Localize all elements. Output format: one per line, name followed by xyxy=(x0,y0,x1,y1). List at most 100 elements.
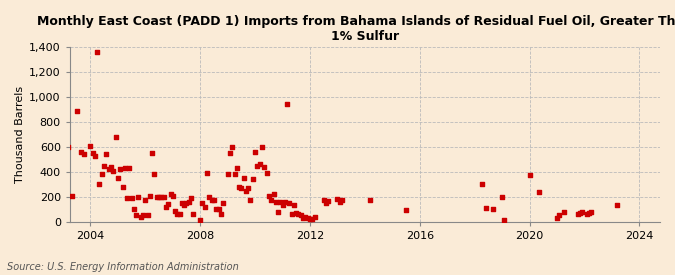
Point xyxy=(302,216,313,220)
Point xyxy=(197,201,208,205)
Point xyxy=(289,203,300,208)
Point xyxy=(319,198,329,202)
Point xyxy=(85,143,96,148)
Point xyxy=(161,205,171,209)
Point xyxy=(151,194,162,199)
Point xyxy=(117,185,128,189)
Point xyxy=(291,211,302,215)
Point xyxy=(225,151,236,155)
Point xyxy=(577,210,588,214)
Point xyxy=(236,186,247,190)
Point xyxy=(76,150,87,154)
Point xyxy=(146,151,157,155)
Point xyxy=(99,163,109,168)
Point xyxy=(215,212,226,216)
Point xyxy=(554,213,565,217)
Point xyxy=(248,177,259,182)
Point xyxy=(90,153,101,158)
Point xyxy=(581,211,592,216)
Point xyxy=(259,165,269,169)
Point xyxy=(101,152,112,156)
Point xyxy=(188,211,198,216)
Point xyxy=(243,186,254,190)
Point xyxy=(273,210,284,214)
Point xyxy=(533,189,544,194)
Point xyxy=(181,201,192,205)
Point xyxy=(476,182,487,186)
Point xyxy=(250,150,261,154)
Point xyxy=(131,213,142,218)
Point xyxy=(256,145,267,149)
Point xyxy=(108,168,119,173)
Point xyxy=(275,200,286,204)
Point xyxy=(202,171,213,175)
Point xyxy=(209,198,219,203)
Point xyxy=(165,192,176,196)
Point xyxy=(172,212,183,216)
Point xyxy=(284,201,295,205)
Point xyxy=(92,50,103,54)
Point xyxy=(167,193,178,198)
Point xyxy=(110,135,121,139)
Point xyxy=(241,188,252,193)
Point xyxy=(72,108,82,113)
Point xyxy=(179,203,190,208)
Point xyxy=(115,167,126,172)
Point xyxy=(135,214,146,219)
Point xyxy=(144,193,155,198)
Point xyxy=(232,166,242,170)
Point xyxy=(266,198,277,203)
Point xyxy=(261,171,272,175)
Point xyxy=(300,214,310,219)
Point xyxy=(572,211,583,216)
Point xyxy=(133,194,144,199)
Point xyxy=(154,194,165,199)
Point xyxy=(213,207,224,211)
Point xyxy=(195,218,206,223)
Point xyxy=(169,209,180,213)
Point xyxy=(307,217,318,221)
Point xyxy=(321,201,331,205)
Point xyxy=(584,211,595,215)
Point xyxy=(277,203,288,208)
Point xyxy=(174,211,185,216)
Point xyxy=(103,167,114,172)
Point xyxy=(97,172,107,177)
Point xyxy=(149,172,160,177)
Point xyxy=(119,166,130,170)
Point xyxy=(334,200,345,204)
Point xyxy=(156,194,167,199)
Point xyxy=(286,212,297,216)
Point xyxy=(234,185,244,189)
Point xyxy=(204,194,215,199)
Point xyxy=(245,198,256,203)
Point xyxy=(200,205,211,209)
Title: Monthly East Coast (PADD 1) Imports from Bahama Islands of Residual Fuel Oil, Gr: Monthly East Coast (PADD 1) Imports from… xyxy=(37,15,675,43)
Point xyxy=(268,192,279,196)
Point xyxy=(87,151,98,155)
Point xyxy=(270,200,281,204)
Point xyxy=(551,216,562,220)
Point xyxy=(163,202,173,207)
Point xyxy=(304,217,315,221)
Point xyxy=(499,218,510,223)
Point xyxy=(229,172,240,177)
Point xyxy=(78,152,89,156)
Point xyxy=(122,196,132,200)
Point xyxy=(309,214,320,219)
Point xyxy=(140,198,151,203)
Point xyxy=(207,198,217,203)
Point xyxy=(332,197,343,202)
Point xyxy=(497,194,508,199)
Point xyxy=(113,176,124,180)
Point xyxy=(138,213,148,217)
Point xyxy=(217,201,228,205)
Point xyxy=(263,193,274,198)
Point xyxy=(293,212,304,216)
Point xyxy=(184,200,194,204)
Point xyxy=(298,216,308,220)
Point xyxy=(222,172,233,177)
Y-axis label: Thousand Barrels: Thousand Barrels xyxy=(15,86,25,183)
Point xyxy=(60,151,71,155)
Point xyxy=(254,162,265,166)
